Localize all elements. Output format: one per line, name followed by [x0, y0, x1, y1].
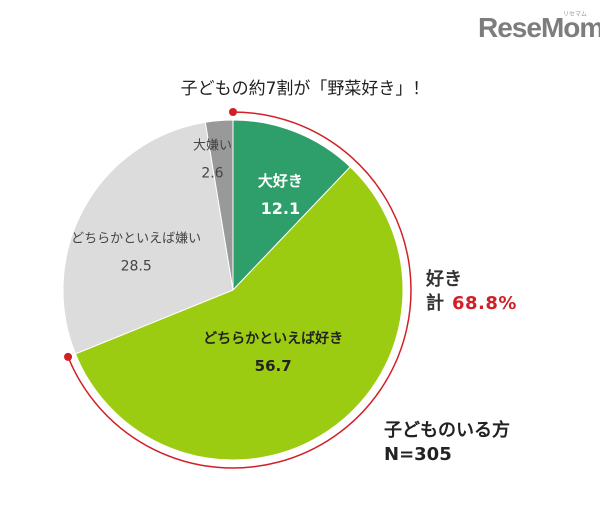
total-like-label: 好き 計 68.8%	[426, 268, 517, 316]
sample-note: 子どものいる方 N=305	[384, 419, 510, 467]
like-total-bracket	[67, 111, 412, 469]
total-like-line1: 好き	[426, 269, 462, 290]
pie-slice-1-value: 12.1	[261, 199, 300, 218]
pie-slice-4-label: 大嫌い	[193, 139, 232, 154]
resemom-logo-subtext: リセマム	[563, 11, 588, 18]
pie-slice-2-label: どちらかといえば好き	[203, 330, 343, 347]
pie-slice-3	[62, 121, 234, 355]
pie-slice-2	[74, 166, 404, 461]
total-like-line2: 計	[426, 293, 444, 314]
sample-size: N=305	[384, 444, 452, 465]
pie-slice-1	[232, 119, 351, 292]
bracket-end-dot	[64, 352, 73, 361]
sample-group: 子どものいる方	[384, 420, 510, 441]
pie-slice-3-value: 28.5	[121, 258, 152, 274]
chart-title: 子どもの約7割が「野菜好き」！	[180, 79, 430, 99]
pie-slice-4-value: 2.6	[201, 166, 223, 182]
resemom-logo: ReseMom	[478, 12, 600, 43]
pie-slice-4	[204, 119, 234, 291]
pie-slice-2-value: 56.7	[255, 357, 292, 375]
total-like-value: 68.8%	[452, 293, 517, 314]
pie-slice-1-label: 大好き	[258, 172, 303, 190]
bracket-start-dot	[229, 108, 237, 116]
pie-slice-3-label: どちらかといえば嫌い	[71, 231, 201, 246]
